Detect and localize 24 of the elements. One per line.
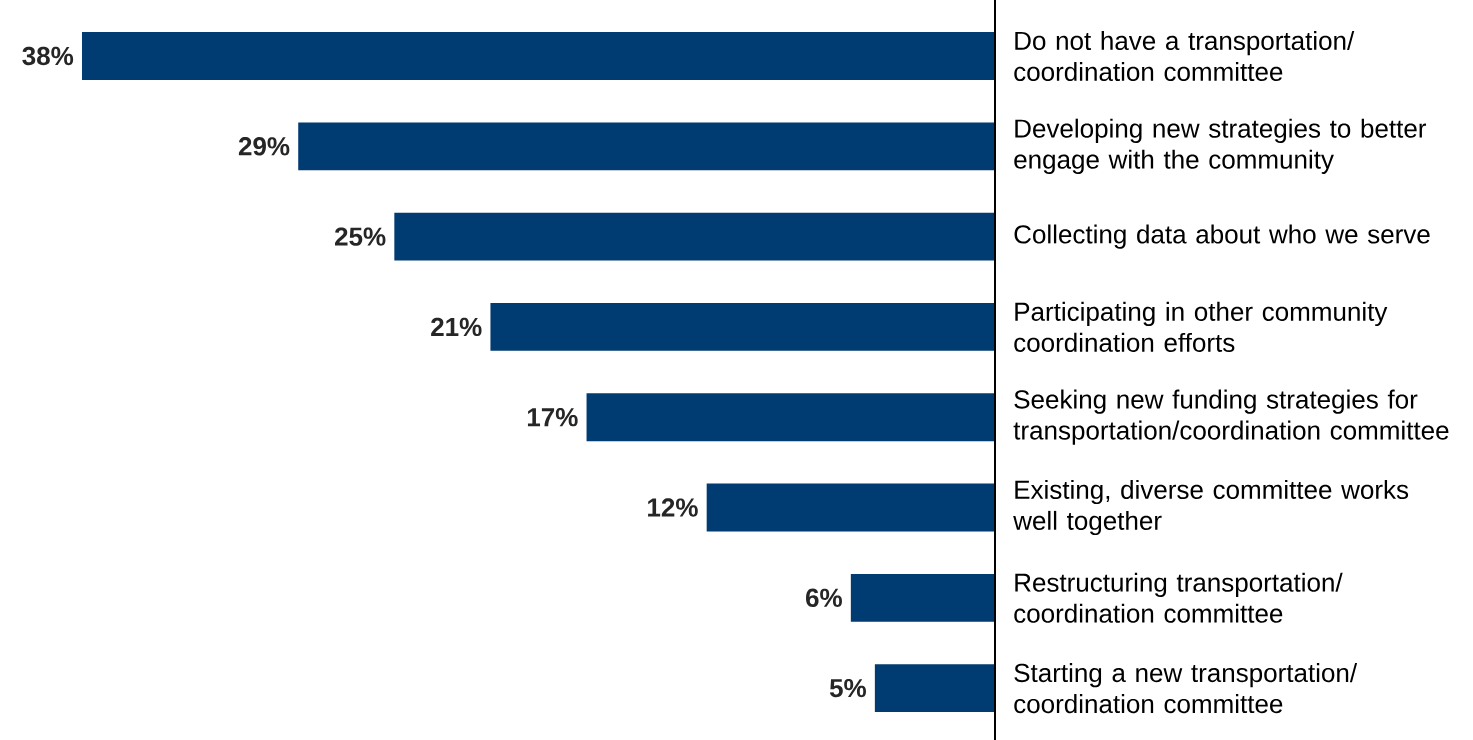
data-label: 5% (829, 678, 866, 698)
data-label: 25% (335, 227, 386, 246)
y-tick-label: Collecting data about who we serve (1014, 224, 1430, 249)
bar (298, 122, 995, 171)
y-tick-label: Participating in other community coordination efforts (1014, 301, 1388, 352)
bar (874, 664, 995, 713)
bar (394, 212, 995, 261)
bar (81, 32, 995, 80)
data-label: 21% (431, 317, 482, 337)
data-label: 12% (648, 498, 698, 517)
bar (850, 573, 995, 622)
y-tick-label: Developing new strategies to better engage with the community (1014, 118, 1427, 174)
data-label: 6% (806, 588, 842, 608)
data-label: 29% (238, 137, 290, 156)
y-tick-label: Do not have a transportation/ coordination committee (1014, 30, 1355, 82)
data-label: 17% (527, 408, 578, 427)
bar (586, 393, 995, 442)
y-tick-label: Starting a new transportation/ coordination committee (1014, 663, 1358, 714)
bar (706, 483, 995, 532)
bar (490, 302, 995, 351)
data-label: 38% (22, 46, 74, 66)
y-tick-label: Seeking new funding strategies for transportation/coordination committee (1013, 389, 1449, 445)
y-tick-label: Restructuring transportation/ coordination committee (1014, 572, 1343, 623)
y-tick-label: Existing, diverse committee works well together (1013, 479, 1409, 536)
